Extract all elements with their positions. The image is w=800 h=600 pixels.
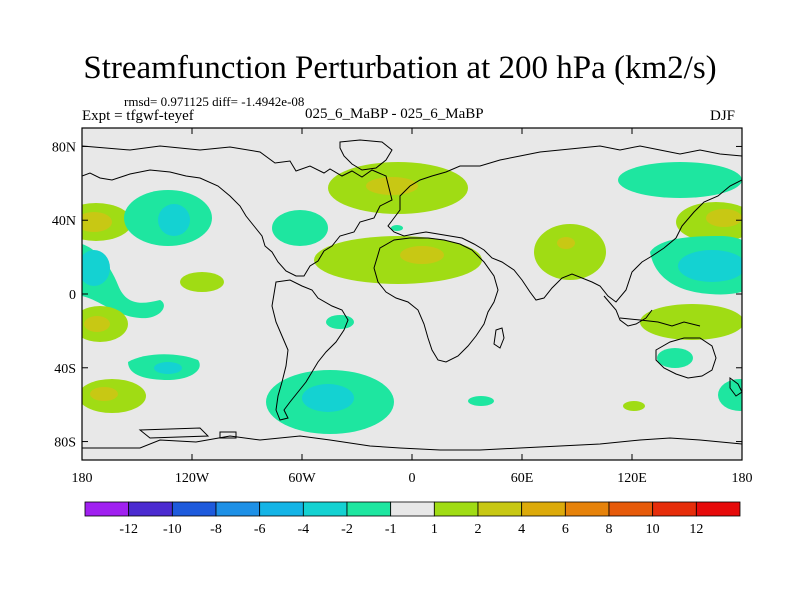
colorbar-label-2: -8 bbox=[210, 522, 222, 537]
anomaly-south-america-negative bbox=[326, 315, 354, 329]
anomaly-southern-ocean-core bbox=[302, 384, 354, 412]
anomaly-central-pacific-positive bbox=[180, 272, 224, 292]
colorbar-swatch-8 bbox=[433, 501, 479, 517]
colorbar-swatch-13 bbox=[652, 501, 697, 517]
anomaly-north-america-negative bbox=[272, 210, 328, 246]
anomaly-spac-south-core bbox=[90, 387, 118, 401]
season-label: DJF bbox=[710, 108, 736, 124]
colorbar-swatch-10 bbox=[521, 501, 566, 517]
anomaly-south-asia-positive bbox=[534, 224, 606, 280]
anomaly-tropical-pacific-core bbox=[82, 250, 110, 286]
colorbar-label-7: 1 bbox=[431, 522, 438, 537]
colorbar-swatch-4 bbox=[259, 501, 304, 517]
x-tick-label-4: 60E bbox=[511, 471, 534, 486]
anomaly-west-pacific-core bbox=[678, 250, 742, 282]
colorbar-swatch-0 bbox=[84, 501, 130, 517]
colorbar-label-11: 8 bbox=[606, 522, 613, 537]
colorbar-swatch-11 bbox=[564, 501, 610, 517]
coastline-africa bbox=[373, 237, 499, 363]
anomaly-npac-east-core bbox=[82, 212, 112, 232]
anomaly-north-africa-positive bbox=[314, 236, 482, 284]
colorbar-label-1: -10 bbox=[163, 522, 182, 537]
x-axis: 180 120W 60W 0 60E 120E 180 bbox=[72, 128, 753, 486]
anomaly-spac-west-core bbox=[84, 316, 110, 332]
colorbar: -12 -10 -8 -6 -4 -2 -1 1 2 4 6 8 10 12 bbox=[84, 501, 741, 537]
colorbar-label-8: 2 bbox=[475, 522, 482, 537]
anomaly-nw-pacific-negative bbox=[618, 162, 742, 198]
y-tick-label-1: 40N bbox=[52, 214, 76, 229]
coastline-north-america bbox=[82, 145, 393, 277]
anomaly-south-atlantic-negative bbox=[468, 396, 494, 406]
coastline-greenland bbox=[339, 139, 393, 171]
y-tick-label-4: 80S bbox=[54, 436, 76, 451]
colorbar-swatch-7 bbox=[390, 501, 435, 517]
anomaly-south-asia-core bbox=[557, 237, 575, 249]
anomaly-north-africa-core bbox=[400, 246, 444, 264]
colorbar-label-10: 6 bbox=[562, 522, 569, 537]
colorbar-swatch-12 bbox=[608, 501, 654, 517]
colorbar-swatch-9 bbox=[477, 501, 523, 517]
coastline-eurasia bbox=[387, 145, 742, 303]
colorbar-swatch-6 bbox=[346, 501, 392, 517]
colorbar-label-4: -4 bbox=[297, 522, 309, 537]
colorbar-swatch-3 bbox=[215, 501, 261, 517]
coastline-new-zealand bbox=[729, 377, 742, 397]
colorbar-label-9: 4 bbox=[518, 522, 525, 537]
anomaly-southern-ocean-east-negative bbox=[718, 379, 742, 411]
coastlines bbox=[82, 139, 742, 451]
anomaly-indian-ocean-positive bbox=[623, 401, 645, 411]
coastline-indonesia bbox=[619, 317, 701, 327]
anomaly-spac-central-core bbox=[154, 362, 182, 374]
x-tick-label-1: 120W bbox=[175, 471, 210, 486]
coastline-southeast-asia bbox=[603, 295, 653, 327]
coastline-madagascar bbox=[493, 327, 505, 349]
y-axis: 80N 40N 0 40S 80S bbox=[52, 140, 742, 451]
y-tick-label-2: 0 bbox=[69, 288, 76, 303]
x-tick-label-5: 120E bbox=[617, 471, 647, 486]
anomaly-south-australia-negative bbox=[657, 348, 693, 368]
colorbar-label-12: 10 bbox=[646, 522, 660, 537]
colorbar-label-6: -1 bbox=[385, 522, 397, 537]
anomaly-east-asia-core bbox=[706, 209, 742, 227]
experiment-label: Expt = tfgwf-teyef bbox=[82, 108, 194, 124]
colorbar-label-3: -6 bbox=[254, 522, 266, 537]
colorbar-swatch-1 bbox=[128, 501, 173, 517]
coastline-small-islands bbox=[138, 427, 237, 439]
x-tick-label-0: 180 bbox=[72, 471, 93, 486]
colorbar-swatch-2 bbox=[171, 501, 217, 517]
anomaly-fields bbox=[82, 162, 742, 434]
y-tick-label-0: 80N bbox=[52, 140, 76, 155]
coastline-antarctica bbox=[82, 435, 742, 451]
anomaly-npac-central-core bbox=[158, 204, 190, 236]
x-tick-label-6: 180 bbox=[732, 471, 753, 486]
colorbar-label-0: -12 bbox=[119, 522, 138, 537]
y-tick-label-3: 40S bbox=[54, 362, 76, 377]
colorbar-label-13: 12 bbox=[689, 522, 703, 537]
colorbar-label-5: -2 bbox=[341, 522, 353, 537]
x-tick-label-3: 0 bbox=[409, 471, 416, 486]
coastline-australia bbox=[655, 337, 717, 379]
chart-title: Streamfunction Perturbation at 200 hPa (… bbox=[83, 50, 717, 86]
colorbar-swatch-14 bbox=[695, 501, 741, 517]
x-tick-label-2: 60W bbox=[288, 471, 316, 486]
coastline-south-america bbox=[271, 279, 349, 421]
case-label: 025_6_MaBP - 025_6_MaBP bbox=[305, 106, 484, 122]
anomaly-australia-positive bbox=[640, 304, 742, 340]
anomaly-mediterranean-negative bbox=[391, 225, 403, 231]
colorbar-swatch-5 bbox=[302, 501, 348, 517]
stats-text: rmsd= 0.971125 diff= -1.4942e-08 bbox=[124, 94, 305, 109]
